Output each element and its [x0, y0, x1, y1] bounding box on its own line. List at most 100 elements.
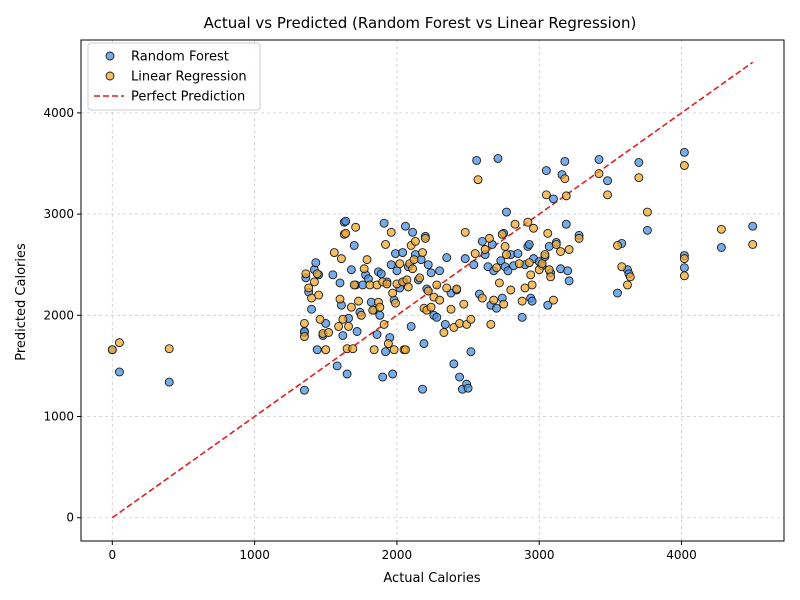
random-forest-point — [502, 207, 511, 217]
linear-regression-point — [408, 264, 418, 274]
linear-regression-point — [625, 272, 635, 282]
random-forest-point — [338, 331, 348, 340]
legend-marker-random-forest — [105, 51, 115, 61]
linear-regression-point — [574, 233, 584, 243]
linear-regression-point — [329, 248, 339, 257]
linear-regression-point — [395, 259, 405, 269]
random-forest-point — [328, 270, 338, 280]
linear-regression-point — [164, 344, 174, 354]
linear-regression-point — [526, 270, 536, 280]
linear-regression-point — [492, 263, 501, 273]
random-forest-point — [426, 268, 436, 278]
linear-regression-point — [442, 283, 452, 293]
random-forest-point — [634, 158, 644, 167]
linear-regression-point — [529, 223, 538, 233]
linear-regression-point — [564, 245, 574, 254]
linear-regression-point — [561, 191, 571, 201]
linear-regression-point — [383, 339, 393, 349]
linear-regression-point — [348, 344, 358, 354]
random-forest-point — [472, 155, 482, 165]
random-forest-point — [449, 359, 459, 369]
linear-regression-point — [540, 250, 550, 260]
linear-regression-point — [402, 275, 412, 285]
linear-regression-point — [489, 295, 499, 305]
linear-regression-point — [716, 224, 726, 234]
random-forest-point — [642, 225, 652, 235]
random-forest-point — [307, 304, 316, 314]
random-forest-point — [435, 266, 445, 276]
linear-regression-point — [359, 264, 369, 274]
linear-regression-point — [391, 298, 400, 308]
random-forest-point — [460, 254, 470, 264]
linear-regression-point — [354, 296, 363, 306]
linear-regression-point — [544, 265, 554, 275]
random-forest-point — [332, 361, 342, 371]
linear-regression-point — [356, 310, 366, 320]
linear-regression-point — [107, 345, 117, 355]
legend-label-perfect-prediction: Perfect Prediction — [131, 90, 245, 105]
y-tick-label: 1000 — [43, 410, 74, 424]
linear-regression-point — [388, 288, 398, 298]
linear-regression-point — [527, 280, 537, 290]
linear-regression-point — [304, 283, 314, 293]
linear-regression-point — [423, 286, 433, 296]
linear-regression-point — [497, 229, 507, 239]
linear-regression-point — [439, 328, 449, 337]
linear-regression-point — [341, 228, 351, 238]
linear-regression-point — [560, 174, 570, 184]
linear-regression-point — [523, 217, 533, 227]
linear-regression-point — [470, 249, 480, 259]
linear-regression-point — [613, 241, 622, 250]
linear-regression-point — [500, 242, 510, 251]
random-forest-point — [423, 260, 433, 270]
linear-regression-point — [484, 233, 494, 243]
linear-regression-point — [335, 294, 345, 304]
linear-regression-point — [346, 302, 356, 312]
linear-regression-point — [410, 236, 420, 246]
linear-regression-point — [679, 271, 689, 281]
random-forest-point — [352, 327, 362, 336]
y-tick-label: 2000 — [43, 308, 74, 322]
linear-regression-point — [386, 227, 396, 237]
random-forest-point — [440, 319, 450, 329]
random-forest-point — [543, 300, 553, 310]
axes: 0 1000 2000 3000 4000 0 1000 2000 3000 4000 — [43, 39, 785, 562]
legend-label-linear-regression: Linear Regression — [131, 70, 247, 85]
linear-regression-point — [514, 259, 524, 269]
linear-regression-point — [321, 345, 331, 355]
linear-regression-point — [435, 295, 445, 305]
random-forest-point — [378, 372, 388, 382]
random-forest-point — [401, 221, 410, 231]
linear-regression-point — [338, 314, 348, 324]
linear-regression-point — [541, 190, 551, 200]
linear-regression-point — [312, 269, 322, 279]
linear-regression-point — [324, 328, 334, 337]
linear-regression-point — [623, 280, 632, 290]
linear-regression-point — [351, 222, 361, 232]
linear-regression-point — [362, 255, 372, 265]
linear-regression-point — [502, 250, 511, 260]
linear-regression-point — [432, 280, 442, 290]
linear-regression-point — [477, 293, 487, 303]
random-forest-point — [463, 383, 473, 393]
random-forest-point — [561, 219, 571, 229]
linear-regression-point — [537, 259, 547, 269]
linear-regression-point — [506, 285, 516, 295]
linear-regression-point — [679, 254, 689, 264]
points-layer — [107, 147, 758, 395]
linear-regression-point — [452, 284, 462, 294]
random-forest-point — [419, 339, 429, 349]
random-forest-point — [375, 310, 385, 320]
random-forest-point — [455, 372, 464, 382]
linear-regression-point — [309, 277, 319, 287]
linear-regression-point — [486, 319, 496, 329]
linear-regression-point — [466, 314, 476, 324]
linear-regression-point — [556, 247, 566, 256]
random-forest-point — [164, 377, 174, 387]
linear-regression-point — [415, 273, 425, 283]
linear-regression-point — [379, 319, 389, 329]
random-forest-point — [549, 194, 558, 204]
linear-regression-point — [459, 299, 469, 309]
linear-regression-point — [315, 314, 325, 324]
